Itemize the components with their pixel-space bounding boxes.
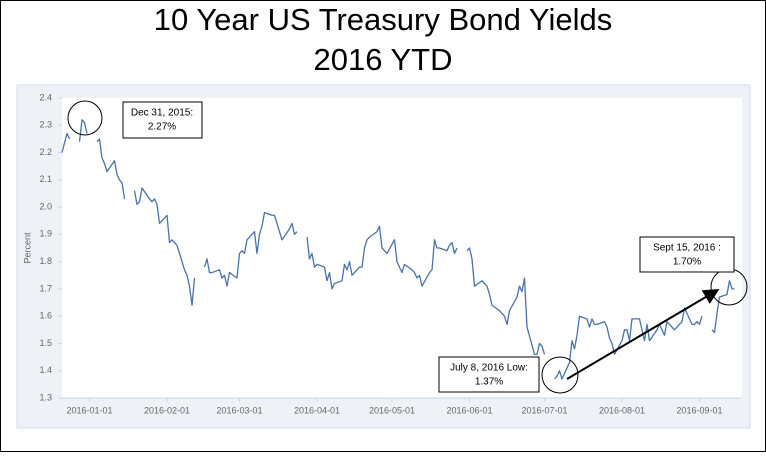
x-tick-label: 2016-07-01 (521, 405, 567, 415)
y-tick-label: 2.0 (39, 201, 52, 211)
x-tick-label: 2016-09-01 (676, 405, 722, 415)
y-tick-label: 1.3 (39, 392, 52, 402)
annotation-text: Dec 31, 2015: (131, 108, 193, 119)
x-tick-label: 2016-01-01 (66, 405, 112, 415)
annotation-text: 1.37% (475, 377, 503, 388)
highlight-circle (541, 356, 579, 394)
marks: 1.3 1.4 1.5 1.6 1.7 1.8 1.9 2.0 2.1 2.2 2.3 2.4 2016… (39, 92, 735, 415)
y-tick-label: 1.6 (39, 311, 52, 321)
y-tick-label: 1.7 (39, 283, 52, 293)
annotations: Dec 31, 2015: 2.27% Sept 15, 2016 : 1.70… (67, 100, 748, 394)
y-tick-label: 2.1 (39, 174, 52, 184)
x-tick-label: 2016-02-01 (144, 405, 190, 415)
trend-arrow (566, 288, 720, 380)
annotation-text: 1.70% (673, 257, 701, 268)
annotation-text: 2.27% (148, 122, 176, 133)
y-tick-label: 1.5 (39, 338, 52, 348)
x-tick-label: 2016-03-01 (216, 405, 262, 415)
y-tick-label: 1.9 (39, 229, 52, 239)
x-tick-label: 2016-06-01 (446, 405, 492, 415)
x-tick-label: 2016-04-01 (294, 405, 340, 415)
annotation-box (122, 101, 203, 139)
annotation-text: July 8, 2016 Low: (450, 363, 528, 374)
y-tick-label: 2.4 (39, 92, 52, 102)
highlight-circle (67, 100, 103, 136)
annotation-box (639, 236, 735, 273)
chart-subtitle: 2016 YTD (313, 42, 452, 77)
y-tick-label: 2.2 (39, 147, 52, 157)
plot-area (62, 98, 742, 398)
x-tick-label: 2016-05-01 (369, 405, 415, 415)
y-tick-label: 2.3 (39, 120, 52, 130)
annotation-text: Sept 15, 2016 : (653, 243, 721, 254)
x-tick-label: 2016-08-01 (599, 405, 645, 415)
y-axis-label: Percent (22, 232, 32, 264)
chart-title: 10 Year US Treasury Bond Yields (154, 2, 612, 37)
annotation-box (438, 356, 540, 393)
y-tick-label: 1.4 (39, 365, 52, 375)
y-tick-label: 1.8 (39, 256, 52, 266)
data-line (61, 119, 735, 380)
